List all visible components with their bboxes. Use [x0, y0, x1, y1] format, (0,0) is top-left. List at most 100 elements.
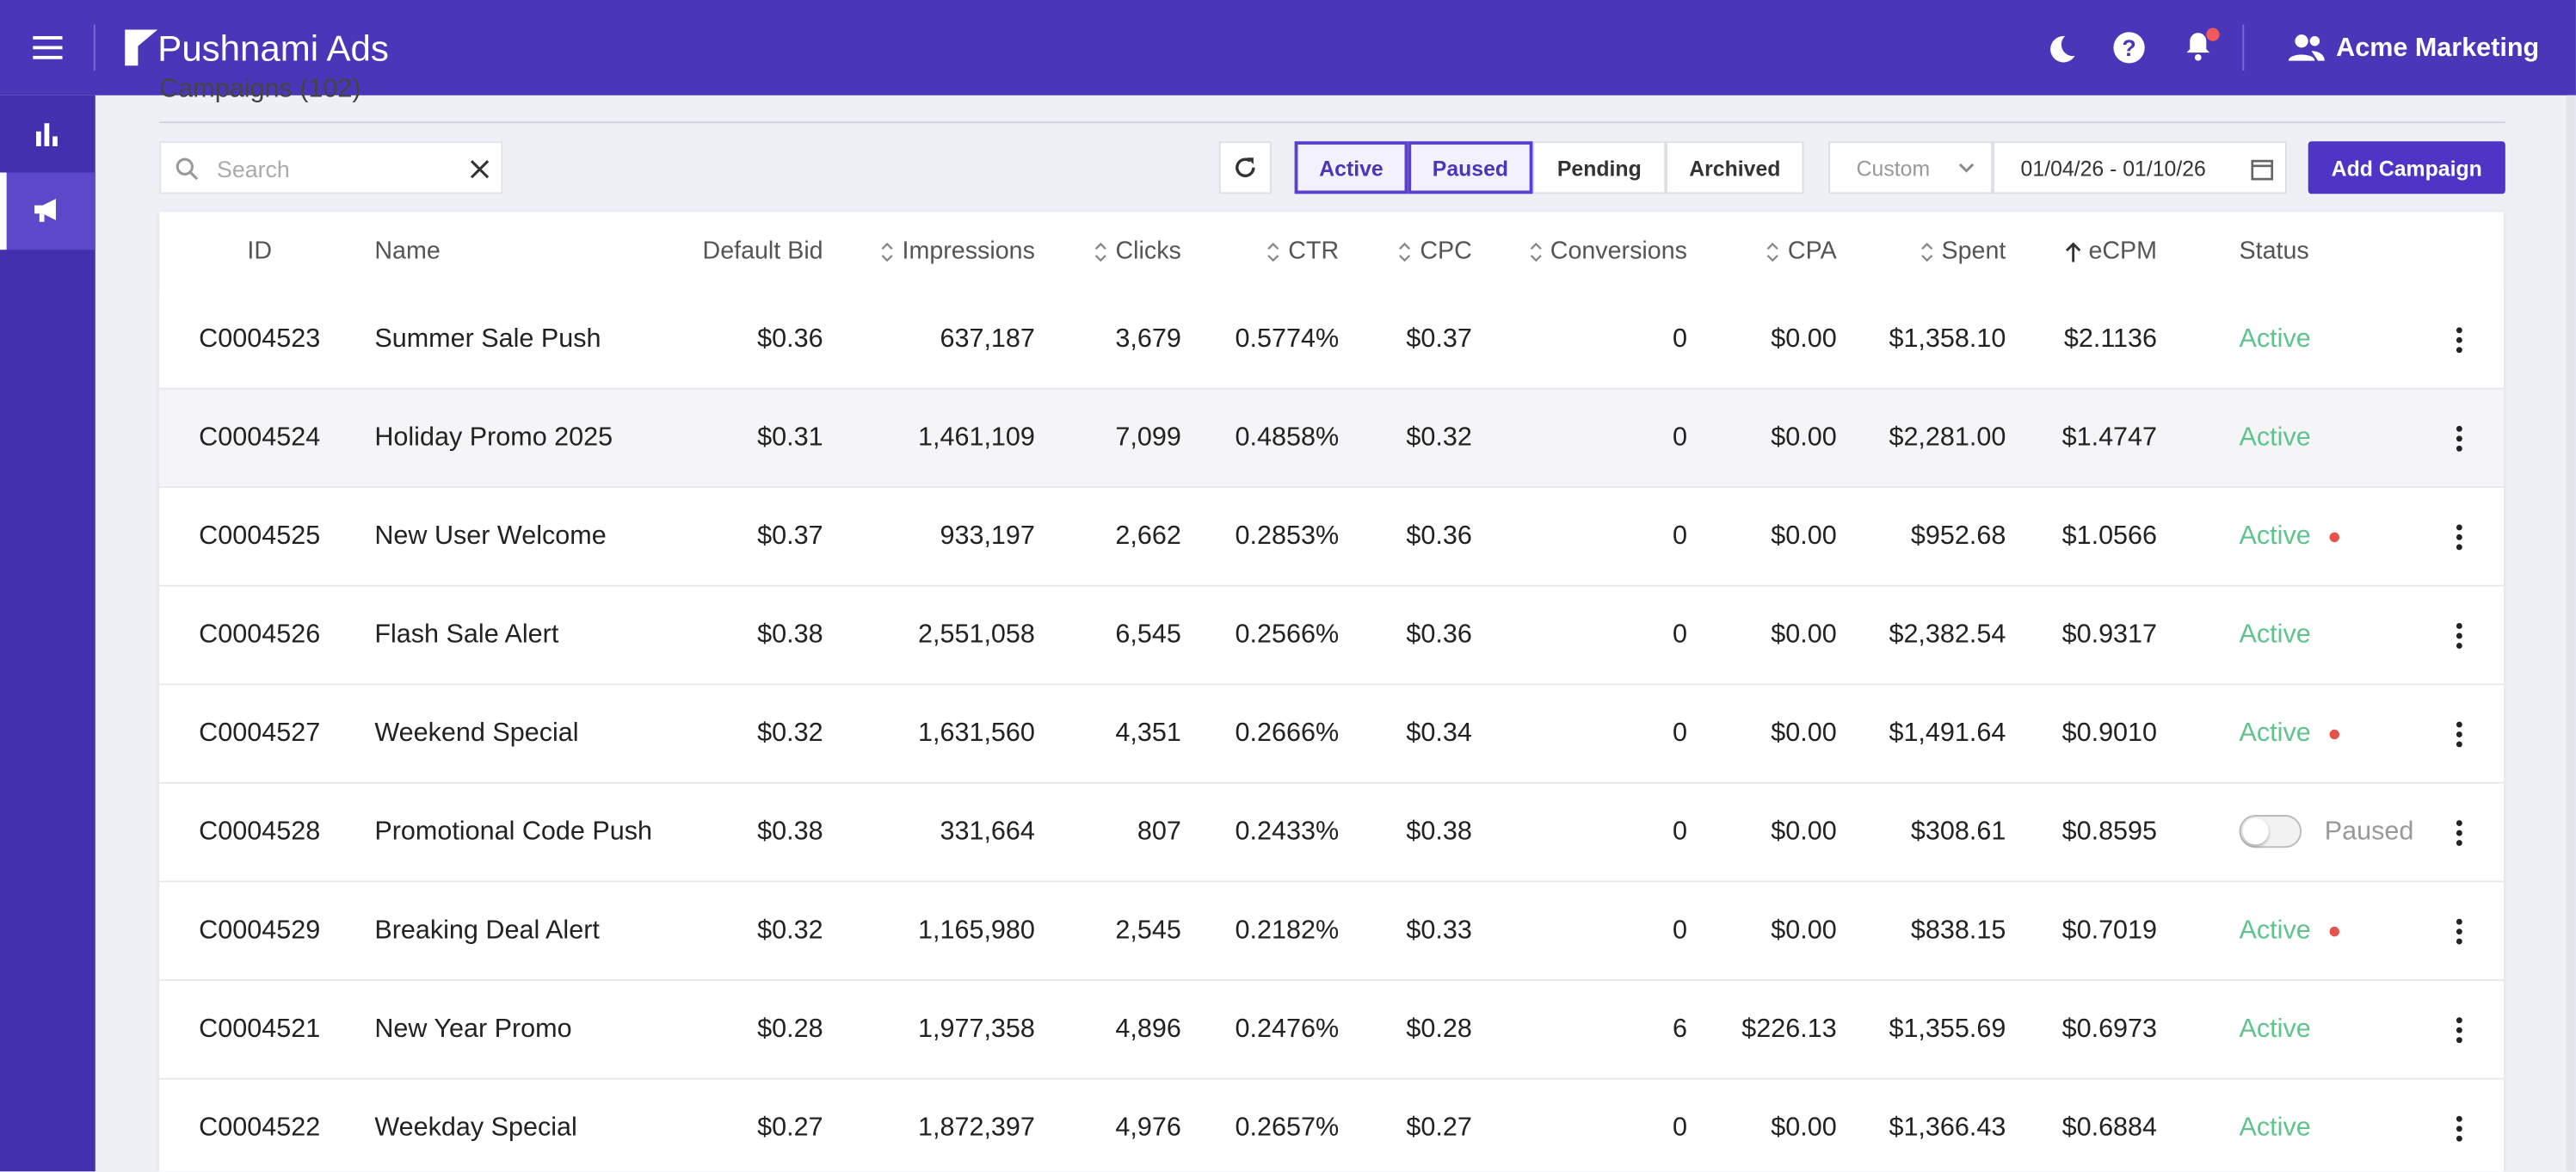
cell-name: Promotional Code Push: [374, 817, 653, 847]
status-text: Active: [2239, 916, 2311, 945]
date-range[interactable]: 01/04/26 - 01/10/26: [1993, 141, 2287, 194]
cell-conversions: 0: [1672, 325, 1687, 354]
column-header[interactable]: Clicks: [1094, 237, 1181, 265]
clear-search[interactable]: [470, 159, 490, 179]
sort-icon[interactable]: [1093, 241, 1109, 264]
cell-ctr: 0.2666%: [1235, 719, 1340, 748]
sort-icon[interactable]: [2066, 241, 2082, 264]
sort-icon[interactable]: [1919, 241, 1935, 264]
table-row[interactable]: C0004529 Breaking Deal Alert $0.32 1,165,98…: [159, 882, 2504, 981]
sort-icon[interactable]: [879, 241, 896, 264]
cell-impressions: 1,165,980: [917, 916, 1035, 945]
sort-icon[interactable]: [1397, 241, 1414, 264]
cell-ecpm: $0.9010: [2061, 719, 2158, 748]
column-header[interactable]: CPC: [1399, 237, 1472, 265]
table-row[interactable]: C0004523 Summer Sale Push $0.36 637,187 3,67…: [159, 290, 2504, 390]
status-text: Active: [2239, 325, 2311, 354]
cell-cpc: $0.38: [1406, 817, 1472, 847]
cell-cpa: $226.13: [1741, 1015, 1837, 1044]
column-header[interactable]: CTR: [1267, 237, 1339, 265]
cell-clicks: 4,976: [1115, 1113, 1181, 1143]
notifications-icon[interactable]: [2182, 25, 2222, 65]
theme-icon[interactable]: [2045, 33, 2078, 65]
cell-name: Weekday Special: [374, 1113, 577, 1143]
cell-ecpm: $2.1136: [2063, 325, 2158, 354]
row-menu[interactable]: [2456, 327, 2463, 354]
sort-icon[interactable]: [1527, 241, 1544, 264]
cell-bid: $0.38: [757, 817, 823, 847]
cell-impressions: 1,872,397: [917, 1113, 1035, 1143]
menu-icon[interactable]: [33, 33, 63, 62]
cell-cpc: $0.32: [1406, 423, 1472, 453]
cell-ctr: 0.2853%: [1235, 522, 1340, 551]
table-row[interactable]: C0004525 New User Welcome $0.37 933,197 2,66…: [159, 488, 2504, 587]
table-row[interactable]: C0004521 New Year Promo $0.28 1,977,358 4,89…: [159, 980, 2504, 1080]
table-row[interactable]: C0004526 Flash Sale Alert $0.38 2,551,058 6,…: [159, 586, 2504, 686]
row-menu[interactable]: [2456, 1017, 2463, 1044]
table-row[interactable]: C0004528 Promotional Code Push $0.38 331,66…: [159, 783, 2504, 883]
column-header: ID: [247, 237, 273, 266]
cell-cpa: $0.00: [1771, 522, 1837, 551]
sort-icon[interactable]: [1266, 241, 1282, 264]
cell-bid: $0.27: [757, 1113, 823, 1143]
cell-impressions: 1,977,358: [917, 1015, 1035, 1044]
cell-clicks: 2,545: [1115, 916, 1181, 945]
row-menu[interactable]: [2456, 524, 2463, 551]
status-text: Active: [2239, 719, 2311, 748]
add-campaign-button[interactable]: Add Campaign: [2308, 141, 2505, 194]
cell-id: C0004523: [199, 325, 321, 354]
cell-name: Weekend Special: [374, 719, 579, 748]
filter-button[interactable]: Paused: [1408, 141, 1533, 194]
nav-analytics[interactable]: [34, 121, 61, 148]
table-row[interactable]: C0004522 Weekday Special $0.27 1,872,397 4,9…: [159, 1079, 2504, 1172]
svg-text:?: ?: [2122, 35, 2135, 61]
cell-id: C0004528: [199, 817, 321, 847]
table-row[interactable]: C0004527 Weekend Special $0.32 1,631,560 4,3…: [159, 685, 2504, 784]
cell-cpa: $0.00: [1771, 325, 1837, 354]
cell-cpa: $0.00: [1771, 620, 1837, 650]
cell-spent: $952.68: [1910, 522, 2006, 551]
refresh-button[interactable]: [1218, 141, 1272, 194]
column-header[interactable]: Conversions: [1530, 237, 1687, 265]
column-header[interactable]: Spent: [1920, 237, 2006, 265]
cell-id: C0004526: [199, 620, 321, 650]
status-toggle[interactable]: [2239, 815, 2302, 848]
cell-clicks: 807: [1137, 817, 1181, 847]
cell-clicks: 6,545: [1115, 620, 1181, 650]
row-menu[interactable]: [2456, 918, 2463, 945]
filter-button[interactable]: Archived: [1666, 141, 1804, 194]
status-text: Active: [2239, 1015, 2311, 1044]
nav-campaigns[interactable]: [0, 172, 96, 250]
cell-ctr: 0.5774%: [1235, 325, 1340, 354]
column-header: Default Bid: [702, 237, 823, 266]
date-mode[interactable]: Custom: [1828, 141, 1994, 194]
filter-button[interactable]: Active: [1294, 141, 1408, 194]
filter-button[interactable]: Pending: [1532, 141, 1667, 194]
date-mode-label: Custom: [1856, 155, 1931, 181]
cell-cpc: $0.28: [1406, 1015, 1472, 1044]
cell-bid: $0.28: [757, 1015, 823, 1044]
cell-ctr: 0.2433%: [1235, 817, 1340, 847]
cell-bid: $0.38: [757, 620, 823, 650]
column-header[interactable]: Impressions: [881, 237, 1035, 265]
row-menu[interactable]: [2456, 425, 2463, 453]
cell-clicks: 3,679: [1115, 325, 1181, 354]
cell-ecpm: $0.8595: [2061, 817, 2158, 847]
cell-id: C0004521: [199, 1015, 321, 1044]
search-box[interactable]: Search: [159, 141, 503, 194]
account-icon[interactable]: [2288, 33, 2325, 62]
sort-icon[interactable]: [1765, 241, 1781, 264]
cell-impressions: 1,631,560: [917, 719, 1035, 748]
row-menu[interactable]: [2456, 1115, 2463, 1142]
cell-ecpm: $0.9317: [2061, 620, 2158, 650]
cell-impressions: 2,551,058: [917, 620, 1035, 650]
table-row[interactable]: C0004524 Holiday Promo 2025 $0.31 1,461,109…: [159, 389, 2504, 489]
row-menu[interactable]: [2456, 721, 2463, 748]
row-menu[interactable]: [2456, 820, 2463, 847]
account-name[interactable]: Acme Marketing: [2336, 34, 2540, 63]
column-header[interactable]: CPA: [1767, 237, 1837, 265]
help-icon[interactable]: ?: [2112, 31, 2145, 64]
row-menu[interactable]: [2456, 623, 2463, 650]
cell-bid: $0.36: [757, 325, 823, 354]
column-header[interactable]: eCPM: [2066, 237, 2157, 265]
